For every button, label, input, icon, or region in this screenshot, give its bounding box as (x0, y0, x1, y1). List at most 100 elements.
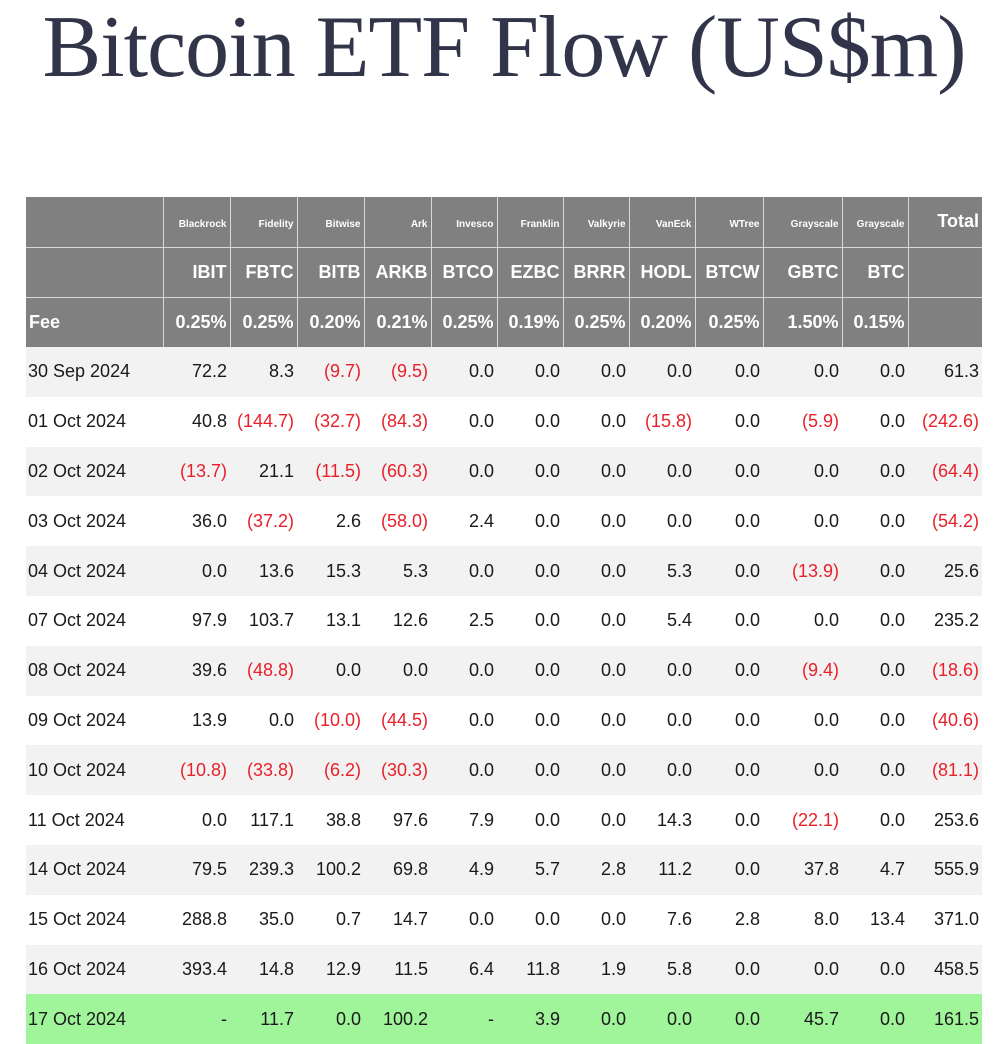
flow-value-cell: 117.1 (230, 795, 297, 845)
table-row: 08 Oct 2024 39.6 (48.8) 0.0 0.0 0.0 0.0 0.0 0.0 0… (26, 645, 982, 696)
fee-cell: 1.50% (763, 297, 843, 347)
flow-value-cell: 0.0 (842, 745, 908, 796)
fee-label: Fee (26, 297, 164, 347)
table-body: 30 Sep 2024 72.2 8.3 (9.7) (9.5) 0.0 0.0 0.0 0.0… (26, 347, 982, 1044)
date-cell: 03 Oct 2024 (26, 496, 163, 547)
issuer-header-cell: Blackrock (163, 197, 231, 247)
ticker-header-cell: BTCO (431, 247, 498, 297)
table-row: 15 Oct 2024 288.8 35.0 0.7 14.7 0.0 0.0 0.0 7.6 2… (26, 894, 982, 945)
total-value-cell: 253.6 (908, 795, 982, 845)
fee-total-cell (908, 297, 982, 347)
flow-value-cell: 0.0 (629, 645, 695, 696)
flow-value-cell: - (163, 994, 230, 1044)
flow-value-cell: 13.6 (230, 546, 297, 596)
flow-value-cell: 15.3 (297, 546, 364, 596)
date-cell: 17 Oct 2024 (26, 994, 163, 1044)
date-cell: 02 Oct 2024 (26, 446, 163, 497)
flow-value-cell: 38.8 (297, 795, 364, 845)
issuer-header-cell: Grayscale (763, 197, 843, 247)
total-value-cell: (18.6) (908, 645, 982, 696)
issuer-header-cell: Valkyrie (563, 197, 630, 247)
flow-value-cell: 0.0 (497, 546, 563, 596)
flow-value-cell: 0.0 (763, 745, 842, 796)
flow-value-cell: 5.3 (364, 546, 431, 596)
table-header: Blackrock Fidelity Bitwise Ark Invesco F… (26, 197, 982, 347)
flow-value-cell: (144.7) (230, 396, 297, 447)
flow-value-cell: 0.0 (497, 396, 563, 447)
flow-value-cell: (15.8) (629, 396, 695, 447)
flow-value-cell: (84.3) (364, 396, 431, 447)
flow-value-cell: 0.0 (695, 795, 763, 845)
fee-cell: 0.20% (297, 297, 365, 347)
flow-value-cell: 0.0 (297, 645, 364, 696)
flow-value-cell: (44.5) (364, 695, 431, 746)
flow-value-cell: (13.7) (163, 446, 230, 497)
flow-value-cell: 0.0 (497, 894, 563, 945)
flow-value-cell: 0.0 (763, 595, 842, 646)
flow-value-cell: 11.7 (230, 994, 297, 1044)
ticker-header-cell: IBIT (163, 247, 231, 297)
flow-value-cell: (10.8) (163, 745, 230, 796)
flow-value-cell: 0.0 (297, 994, 364, 1044)
ticker-header-cell: BTCW (695, 247, 764, 297)
flow-value-cell: 37.8 (763, 844, 842, 895)
date-cell: 07 Oct 2024 (26, 595, 163, 646)
flow-value-cell: 5.3 (629, 546, 695, 596)
flow-value-cell: 0.0 (695, 347, 763, 397)
total-value-cell: 371.0 (908, 894, 982, 945)
corner-header-cell (26, 197, 164, 247)
ticker-header-cell: HODL (629, 247, 696, 297)
flow-value-cell: 0.0 (629, 745, 695, 796)
flow-value-cell: 7.6 (629, 894, 695, 945)
flow-value-cell: 393.4 (163, 944, 230, 995)
flow-value-cell: (9.5) (364, 347, 431, 397)
flow-value-cell: 0.0 (695, 994, 763, 1044)
flow-value-cell: 0.0 (695, 645, 763, 696)
total-value-cell: 458.5 (908, 944, 982, 995)
ticker-corner-cell (26, 247, 164, 297)
flow-value-cell: 0.0 (431, 546, 497, 596)
flow-value-cell: 0.0 (695, 496, 763, 547)
flow-value-cell: 0.0 (163, 795, 230, 845)
flow-value-cell: 0.0 (431, 396, 497, 447)
table-row: 11 Oct 2024 0.0 117.1 38.8 97.6 7.9 0.0 0.0 14.3… (26, 795, 982, 845)
flow-value-cell: 2.8 (695, 894, 763, 945)
flow-value-cell: 36.0 (163, 496, 230, 547)
date-cell: 30 Sep 2024 (26, 347, 163, 397)
total-value-cell: 555.9 (908, 844, 982, 895)
date-cell: 15 Oct 2024 (26, 894, 163, 945)
issuer-header-cell: Ark (364, 197, 432, 247)
flow-value-cell: 0.0 (563, 396, 629, 447)
total-value-cell: (64.4) (908, 446, 982, 497)
fee-cell: 0.25% (431, 297, 498, 347)
ticker-total-cell (908, 247, 982, 297)
flow-value-cell: 0.0 (563, 695, 629, 746)
flow-value-cell: (5.9) (763, 396, 842, 447)
flow-value-cell: 6.4 (431, 944, 497, 995)
flow-value-cell: 45.7 (763, 994, 842, 1044)
flow-value-cell: 0.0 (763, 944, 842, 995)
flow-value-cell: (11.5) (297, 446, 364, 497)
flow-value-cell: (13.9) (763, 546, 842, 596)
flow-value-cell: 21.1 (230, 446, 297, 497)
flow-value-cell: 2.8 (563, 844, 629, 895)
flow-value-cell: 0.0 (230, 695, 297, 746)
flow-value-cell: 0.0 (497, 695, 563, 746)
flow-value-cell: 39.6 (163, 645, 230, 696)
flow-value-cell: 0.0 (497, 595, 563, 646)
issuer-header-cell: WTree (695, 197, 764, 247)
flow-value-cell: 0.0 (695, 595, 763, 646)
date-cell: 14 Oct 2024 (26, 844, 163, 895)
flow-value-cell: (10.0) (297, 695, 364, 746)
flow-value-cell: 5.4 (629, 595, 695, 646)
flow-value-cell: 0.0 (629, 347, 695, 397)
flow-value-cell: 13.9 (163, 695, 230, 746)
flow-value-cell: 5.7 (497, 844, 563, 895)
flow-value-cell: 0.0 (842, 695, 908, 746)
date-cell: 04 Oct 2024 (26, 546, 163, 596)
flow-value-cell: 14.8 (230, 944, 297, 995)
flow-value-cell: (32.7) (297, 396, 364, 447)
table-row: 14 Oct 2024 79.5 239.3 100.2 69.8 4.9 5.7 2.8 11… (26, 844, 982, 895)
fee-cell: 0.15% (842, 297, 909, 347)
flow-value-cell: 0.0 (497, 446, 563, 497)
